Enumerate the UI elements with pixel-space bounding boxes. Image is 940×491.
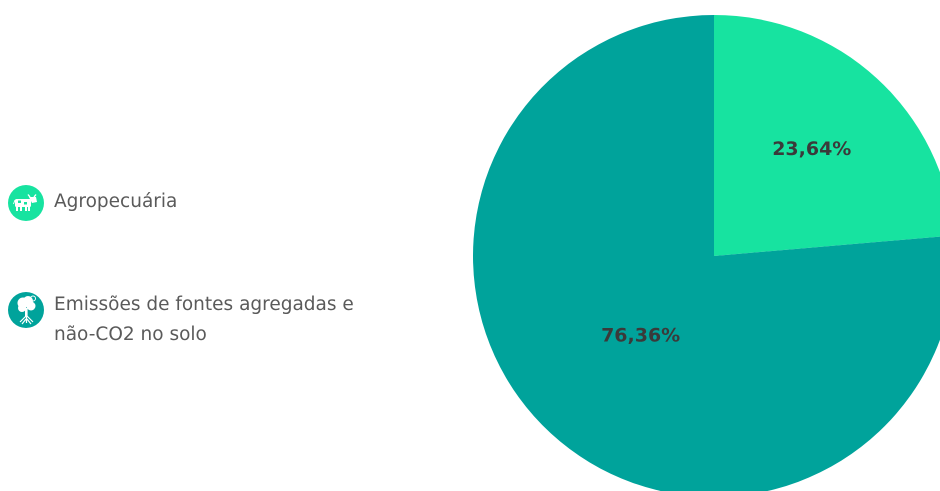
tree-icon (8, 292, 44, 328)
cow-icon (8, 185, 44, 221)
legend: Agropecuária Emissões de fonte (8, 0, 368, 491)
legend-label: Agropecuária (54, 191, 178, 212)
legend-item-agropecuaria[interactable]: Agropecuária (8, 185, 354, 221)
pie-slice-0[interactable] (714, 15, 940, 256)
pie-slice-1[interactable] (473, 15, 940, 491)
slice-data-label-0: 23,64% (772, 138, 851, 160)
legend-label: Emissões de fontes agregadas e não-CO2 n… (54, 294, 354, 345)
legend-item-emissoes-solo[interactable]: Emissões de fontes agregadas e não-CO2 n… (8, 292, 354, 350)
slice-data-label-1: 76,36% (601, 324, 680, 346)
